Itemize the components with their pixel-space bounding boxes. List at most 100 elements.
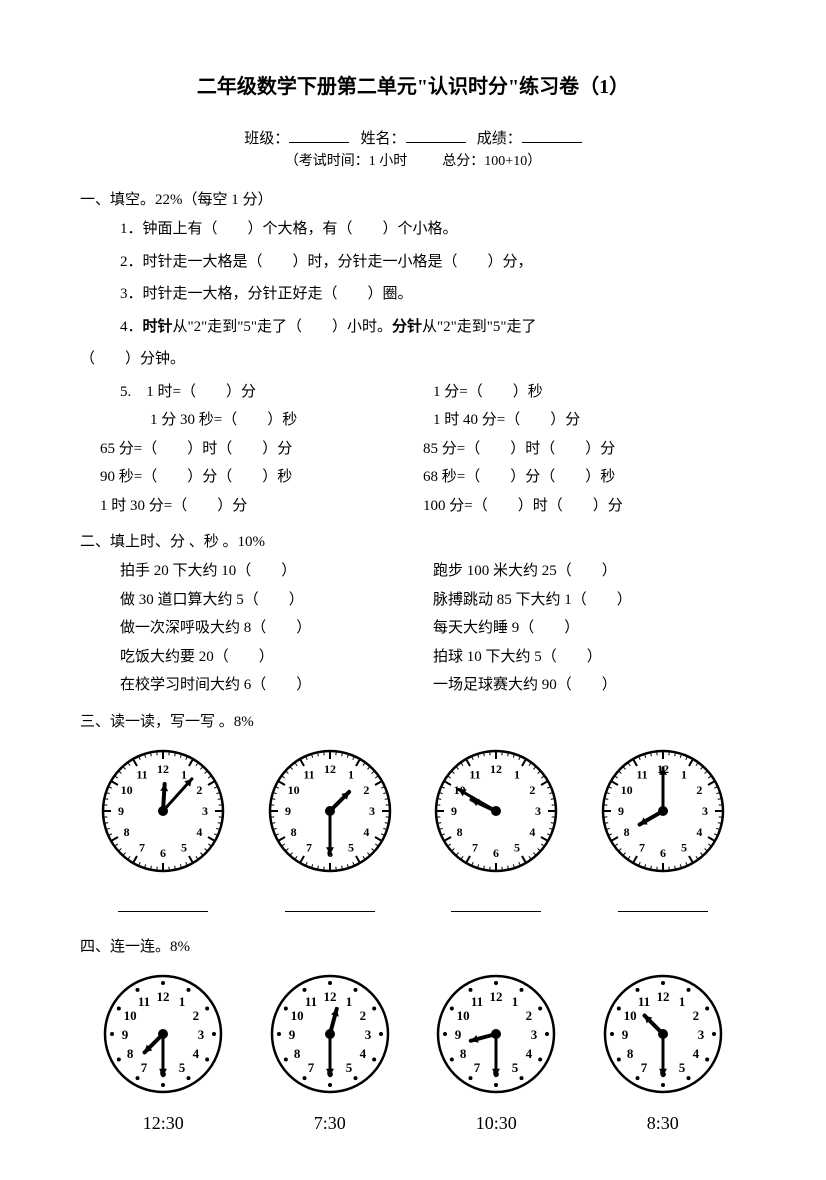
s1-q5-r2: 1 时 40 分=（ ）分 xyxy=(433,406,746,435)
clock-face: 123456789101112 xyxy=(428,966,564,1102)
svg-text:7: 7 xyxy=(639,840,645,854)
section2-head: 二、填上时、分 、秒 。10% xyxy=(80,530,746,551)
svg-text:11: 11 xyxy=(138,994,150,1009)
s1-q1: 1．钟面上有（ ）个大格，有（ ）个小格。 xyxy=(120,215,746,244)
section3-head: 三、读一读，写一写 。8% xyxy=(80,710,746,731)
s4-clock-row: 12345678910111212:301234567891011127:301… xyxy=(80,966,746,1134)
s1-q5-row3: 65 分=（ ）时（ ）分 85 分=（ ）时（ ）分 xyxy=(100,435,746,464)
svg-text:6: 6 xyxy=(493,846,499,860)
svg-text:6: 6 xyxy=(660,846,666,860)
s1-q5-r5: 100 分=（ ）时（ ）分 xyxy=(423,492,746,521)
s4-clock-1[interactable]: 12345678910111212:30 xyxy=(95,966,231,1134)
svg-text:11: 11 xyxy=(471,994,483,1009)
clock-face: 123456789101112 xyxy=(595,966,731,1102)
s1-q5-l5: 1 时 30 分=（ ）分 xyxy=(100,492,423,521)
svg-text:3: 3 xyxy=(535,804,541,818)
svg-text:9: 9 xyxy=(622,1027,629,1042)
svg-text:3: 3 xyxy=(202,804,208,818)
svg-text:12: 12 xyxy=(656,989,669,1004)
svg-text:7: 7 xyxy=(139,840,145,854)
svg-text:1: 1 xyxy=(514,767,520,781)
score-label: 成绩： xyxy=(477,131,522,147)
s4-clock-3[interactable]: 12345678910111210:30 xyxy=(428,966,564,1134)
svg-text:8: 8 xyxy=(124,825,130,839)
s4-clock-4[interactable]: 1234567891011128:30 xyxy=(595,966,731,1134)
sub-header: （考试时间：1 小时 总分：100+10） xyxy=(80,150,746,170)
s1-q5-row2: 1 分 30 秒=（ ）秒 1 时 40 分=（ ）分 xyxy=(120,406,746,435)
clock-face: 123456789101112 xyxy=(593,741,733,881)
s3-clock-3: 123456789101112 xyxy=(426,741,566,886)
s1-q5-l3: 65 分=（ ）时（ ）分 xyxy=(100,435,423,464)
s4-clock-2[interactable]: 1234567891011127:30 xyxy=(262,966,398,1134)
class-blank[interactable] xyxy=(289,127,349,143)
svg-text:2: 2 xyxy=(692,1008,699,1023)
s1-q5-l2: 1 分 30 秒=（ ）秒 xyxy=(120,406,433,435)
s2-l5: 在校学习时间大约 6（ ） xyxy=(120,671,433,700)
s4-time-label-4[interactable]: 8:30 xyxy=(595,1113,731,1134)
s3-ans4[interactable] xyxy=(618,910,708,912)
s1-q5-r4: 68 秒=（ ）分（ ）秒 xyxy=(423,463,746,492)
name-blank[interactable] xyxy=(406,127,466,143)
s1-q3: 3．时针走一大格，分针正好走（ ）圈。 xyxy=(120,280,746,309)
svg-text:10: 10 xyxy=(290,1008,303,1023)
svg-text:11: 11 xyxy=(137,767,148,781)
svg-text:2: 2 xyxy=(359,1008,366,1023)
s3-clock-row: 1234567891011121234567891011121234567891… xyxy=(80,741,746,886)
svg-text:9: 9 xyxy=(451,804,457,818)
s2-l4: 吃饭大约要 20（ ） xyxy=(120,643,433,672)
svg-text:5: 5 xyxy=(181,840,187,854)
s1-q5-l1: 5. 1 时=（ ）分 xyxy=(120,378,433,407)
svg-text:3: 3 xyxy=(369,804,375,818)
svg-text:3: 3 xyxy=(531,1027,538,1042)
s1-q4-a: 4． xyxy=(120,319,143,335)
svg-text:1: 1 xyxy=(679,994,686,1009)
s3-ans1[interactable] xyxy=(118,910,208,912)
svg-text:10: 10 xyxy=(287,783,299,797)
s4-time-label-1[interactable]: 12:30 xyxy=(95,1113,231,1134)
svg-text:2: 2 xyxy=(526,1008,533,1023)
svg-text:12: 12 xyxy=(490,989,503,1004)
svg-text:8: 8 xyxy=(460,1046,467,1061)
svg-text:5: 5 xyxy=(514,840,520,854)
s2-l2: 做 30 道口算大约 5（ ） xyxy=(120,586,433,615)
svg-text:11: 11 xyxy=(636,767,647,781)
svg-text:1: 1 xyxy=(681,767,687,781)
s1-q5-row5: 1 时 30 分=（ ）分 100 分=（ ）时（ ）分 xyxy=(100,492,746,521)
s3-ans2[interactable] xyxy=(285,910,375,912)
s4-time-label-3[interactable]: 10:30 xyxy=(428,1113,564,1134)
svg-text:9: 9 xyxy=(285,804,291,818)
svg-text:1: 1 xyxy=(181,767,187,781)
svg-text:8: 8 xyxy=(290,825,296,839)
page-title: 二年级数学下册第二单元"认识时分"练习卷（1） xyxy=(80,70,746,99)
svg-text:2: 2 xyxy=(197,783,203,797)
clock-face: 123456789101112 xyxy=(262,966,398,1102)
svg-text:4: 4 xyxy=(363,825,369,839)
s1-q5-row1: 5. 1 时=（ ）分 1 分=（ ）秒 xyxy=(120,378,746,407)
s1-q4-e: 从"2"走到"5"走了 xyxy=(422,319,537,335)
svg-text:3: 3 xyxy=(198,1027,205,1042)
svg-text:4: 4 xyxy=(530,825,536,839)
svg-text:9: 9 xyxy=(455,1027,462,1042)
svg-text:2: 2 xyxy=(363,783,369,797)
section1-head: 一、填空。22%（每空 1 分） xyxy=(80,188,746,209)
s2-row5: 在校学习时间大约 6（ ） 一场足球赛大约 90（ ） xyxy=(120,671,746,700)
s4-time-label-2[interactable]: 7:30 xyxy=(262,1113,398,1134)
svg-text:11: 11 xyxy=(470,767,481,781)
svg-text:11: 11 xyxy=(638,994,650,1009)
s3-ans3[interactable] xyxy=(451,910,541,912)
s2-r5: 一场足球赛大约 90（ ） xyxy=(433,671,746,700)
svg-text:7: 7 xyxy=(308,1059,315,1074)
svg-text:5: 5 xyxy=(681,840,687,854)
svg-text:5: 5 xyxy=(348,840,354,854)
s3-clock-2: 123456789101112 xyxy=(260,741,400,886)
svg-text:1: 1 xyxy=(346,994,353,1009)
total-score: 总分：100+10） xyxy=(442,154,541,169)
score-blank[interactable] xyxy=(522,127,582,143)
s2-r3: 每天大约睡 9（ ） xyxy=(433,614,746,643)
svg-text:2: 2 xyxy=(193,1008,200,1023)
s2-l3: 做一次深呼吸大约 8（ ） xyxy=(120,614,433,643)
s1-q4-b: 时针 xyxy=(143,319,173,335)
clock-face: 123456789101112 xyxy=(426,741,566,881)
s1-q5-l4: 90 秒=（ ）分（ ）秒 xyxy=(100,463,423,492)
s2-r2: 脉搏跳动 85 下大约 1（ ） xyxy=(433,586,746,615)
